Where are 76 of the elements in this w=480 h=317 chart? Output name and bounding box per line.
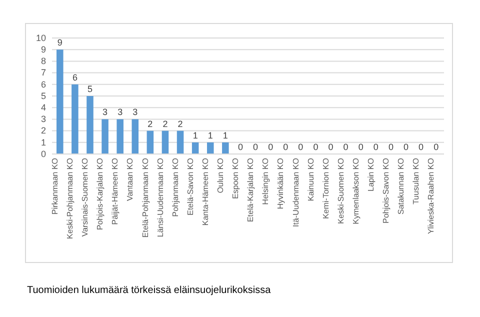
x-tick-label: Pohjois-Savon KO — [382, 158, 391, 224]
data-label: 0 — [434, 142, 439, 152]
data-label: 0 — [388, 142, 394, 152]
x-tick-label: Vantaan KO — [126, 158, 135, 201]
x-tick-label: Varsinais-Suomen KO — [80, 158, 90, 237]
bar — [86, 96, 94, 154]
data-label: 1 — [192, 130, 198, 140]
bar — [176, 130, 184, 154]
data-label: 3 — [132, 107, 138, 118]
x-tick-label: Espoon KO — [231, 158, 240, 199]
x-tick-label: Itä-Uudenmaan KO — [291, 158, 300, 227]
text: Tuomioiden lukumäärä törkeissä eläinsuojelurikoksissa — [27, 285, 272, 296]
x-tick-label: Kymenlaakson KO — [351, 158, 360, 224]
bar — [222, 142, 229, 154]
y-tick-label: 2 — [40, 126, 46, 136]
data-label: 6 — [72, 72, 78, 82]
data-label: 0 — [373, 142, 378, 152]
data-label: 0 — [268, 142, 274, 152]
bar — [132, 119, 139, 154]
y-tick-label: 1 — [40, 137, 46, 148]
y-tick-label: 0 — [40, 148, 46, 159]
bar — [102, 119, 108, 154]
data-label: 2 — [178, 118, 183, 129]
x-tick-label: Satakunnan KO — [396, 158, 406, 214]
data-label: 3 — [118, 107, 123, 118]
y-tick-label: 8 — [40, 56, 46, 66]
x-tick-label: Helsingin KO — [261, 158, 270, 205]
data-label: 0 — [343, 142, 348, 152]
data-label: 3 — [102, 107, 108, 118]
data-label: 2 — [148, 118, 153, 129]
y-tick-label: 6 — [40, 79, 46, 90]
y-tick-label: 10 — [36, 32, 46, 43]
bar — [162, 130, 169, 154]
y-tick-label: 3 — [40, 114, 46, 124]
bar — [72, 84, 78, 154]
data-label: 5 — [87, 84, 93, 94]
data-label: 1 — [208, 130, 213, 140]
data-label: 0 — [253, 142, 258, 152]
x-tick-label: Tuusulan KO — [412, 158, 421, 204]
x-tick-label: Oulun KO — [216, 158, 226, 194]
data-label: 1 — [222, 130, 228, 140]
y-tick-label: 4 — [40, 102, 46, 112]
bar — [116, 119, 124, 154]
y-tick-label: 9 — [40, 44, 46, 54]
x-tick-label: Pohjanmaan KO — [170, 158, 180, 217]
x-tick-label: Kanta-Hämeen KO — [200, 158, 210, 226]
x-tick-label: Lapin KO — [366, 158, 376, 192]
y-tick-label: 5 — [40, 90, 46, 101]
data-label: 0 — [313, 142, 318, 152]
data-label: 0 — [358, 142, 364, 152]
bar — [192, 142, 199, 154]
data-label: 0 — [328, 142, 334, 152]
x-tick-label: Pohjois-Karjalan KO — [96, 158, 105, 230]
x-tick-label: Länsi-Uudenmaan KO — [156, 158, 165, 238]
data-label: 0 — [283, 142, 288, 152]
data-label: 0 — [403, 142, 409, 152]
x-tick-label: Keski-Suomen KO — [336, 158, 346, 224]
x-tick-label: Etelä-Pohjanmaan KO — [140, 158, 150, 238]
data-label: 0 — [418, 142, 424, 152]
bar — [206, 142, 214, 154]
bar — [56, 50, 64, 154]
data-label: 9 — [57, 38, 62, 48]
x-tick-label: Hyvinkään KO — [276, 158, 286, 210]
x-tick-label: Pirkanmaan KO — [50, 158, 60, 214]
x-tick-label: Päijät-Hämeen KO — [110, 158, 120, 225]
bar — [146, 130, 154, 154]
data-label: 0 — [298, 142, 304, 152]
x-tick-label: Kemi-Tornion KO — [321, 158, 330, 219]
x-tick-label: Ylivieska-Raahen KO — [426, 158, 436, 234]
x-tick-label: Etelä-Karjalan KO — [246, 158, 256, 222]
x-tick-label: Keski-Pohjanmaan KO — [66, 158, 75, 239]
data-label: 2 — [162, 118, 168, 129]
x-tick-label: Kainuun KO — [306, 158, 316, 202]
x-tick-label: Etelä-Savon KO — [186, 158, 195, 216]
data-label: 0 — [238, 142, 243, 152]
y-tick-label: 7 — [40, 68, 46, 78]
